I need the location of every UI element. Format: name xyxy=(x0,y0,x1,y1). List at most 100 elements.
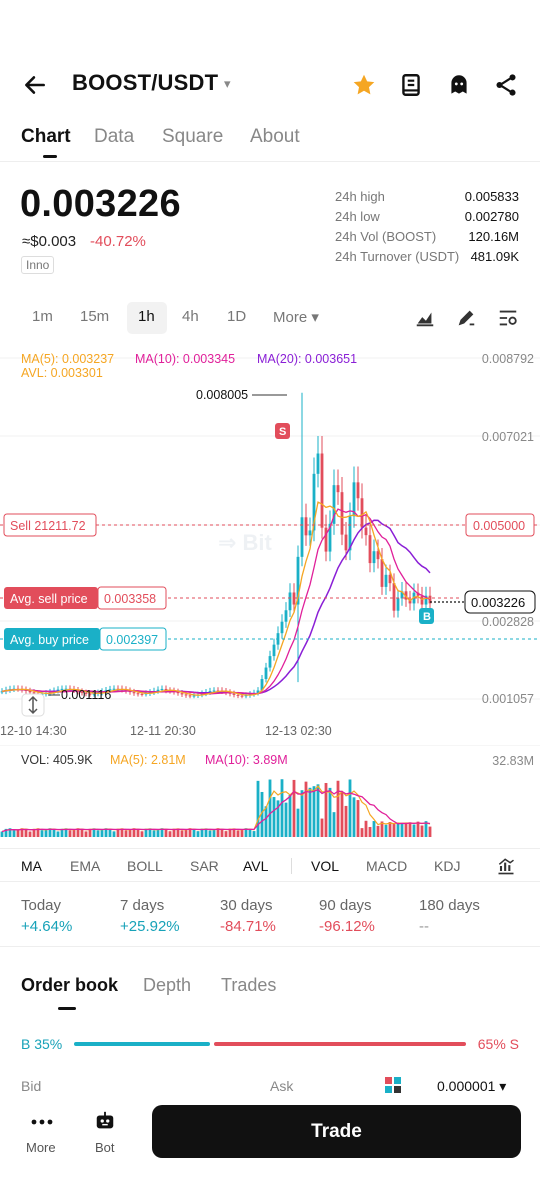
sell-marker[interactable] xyxy=(275,423,290,439)
tab-order-book[interactable]: Order book xyxy=(21,975,119,995)
volume-bar xyxy=(48,828,52,837)
orderbook-layout-icon[interactable] xyxy=(384,1076,402,1094)
volume-bar xyxy=(184,829,188,837)
indicator-boll[interactable]: BOLL xyxy=(127,858,163,874)
volume-bar xyxy=(376,825,380,837)
perf-label-30d: 30 days xyxy=(220,897,273,914)
interval-active-bg xyxy=(127,302,167,334)
chart-settings-icon[interactable] xyxy=(497,307,519,329)
notebook-icon[interactable] xyxy=(398,72,424,98)
indicator-divider xyxy=(291,858,292,874)
interval-15m[interactable]: 15m xyxy=(80,308,110,325)
indicator-vol[interactable]: VOL xyxy=(311,858,340,874)
stat-label-high: 24h high xyxy=(335,189,385,204)
stat-value-turnover: 481.09K xyxy=(470,249,519,264)
precision-select[interactable]: 0.000001 ▾ xyxy=(437,1078,507,1094)
volume-bar xyxy=(396,822,400,837)
volume-bar xyxy=(332,812,336,837)
tab-about[interactable]: About xyxy=(250,126,300,147)
y-tick-4: 0.002828 xyxy=(482,615,534,629)
volume-bar xyxy=(412,824,416,837)
volume-bar xyxy=(84,831,88,837)
stat-label-turnover: 24h Turnover (USDT) xyxy=(335,249,460,264)
volume-bar xyxy=(104,828,108,837)
candle-body xyxy=(308,530,312,536)
buy-marker[interactable] xyxy=(419,608,434,624)
tab-depth[interactable]: Depth xyxy=(143,975,192,995)
candle-body xyxy=(156,689,160,691)
interval-4h[interactable]: 4h xyxy=(182,308,199,325)
candle-body xyxy=(292,592,296,605)
candle-body xyxy=(288,592,292,611)
candle-body xyxy=(244,695,248,697)
indicator-sar[interactable]: SAR xyxy=(190,858,219,874)
trade-button[interactable]: Trade xyxy=(152,1105,521,1158)
volume-bar xyxy=(4,828,8,837)
bot-label[interactable]: Bot xyxy=(95,1140,115,1155)
tab-square[interactable]: Square xyxy=(162,126,224,147)
candle-body xyxy=(304,517,308,536)
sell-order-tag[interactable] xyxy=(3,513,97,537)
share-icon[interactable] xyxy=(493,72,519,98)
x-tick-2: 12-11 20:30 xyxy=(130,724,196,738)
indicator-kdj[interactable]: KDJ xyxy=(434,858,461,874)
candle-body xyxy=(32,692,36,694)
chart-type-icon[interactable] xyxy=(414,307,436,329)
interval-more[interactable]: More ▾ xyxy=(273,309,319,326)
avg-buy-value-tag xyxy=(99,627,167,651)
perf-label-180d: 180 days xyxy=(419,897,480,914)
bid-header: Bid xyxy=(21,1078,42,1094)
drawing-tool-icon[interactable] xyxy=(455,307,477,329)
candle-body xyxy=(332,485,336,524)
volume-bar xyxy=(276,800,280,837)
ghost-icon[interactable] xyxy=(446,72,472,98)
bot-icon[interactable] xyxy=(94,1110,116,1132)
back-arrow-icon[interactable] xyxy=(22,72,48,98)
candle-body xyxy=(364,527,368,536)
candle-body xyxy=(136,693,140,695)
volume-bar xyxy=(372,821,376,837)
candle-body xyxy=(400,591,404,599)
pair-title[interactable]: BOOST/USDT xyxy=(72,70,219,95)
indicator-ema[interactable]: EMA xyxy=(70,858,101,874)
star-icon[interactable] xyxy=(351,72,377,98)
volume-bar xyxy=(60,828,64,837)
perf-value-180d: -- xyxy=(419,918,429,935)
indicator-settings-icon[interactable] xyxy=(496,856,516,876)
volume-chart[interactable]: VOL: 405.9K MA(5): 2.81M MA(10): 3.89M 3… xyxy=(0,745,540,845)
candle-body xyxy=(392,583,396,611)
avg-sell-value-tag xyxy=(97,586,167,610)
tab-chart[interactable]: Chart xyxy=(21,126,71,147)
ma5-legend: MA(5): 0.003237 xyxy=(21,352,114,366)
more-dots-icon[interactable] xyxy=(30,1112,54,1132)
candle-body xyxy=(92,693,96,695)
volume-bar xyxy=(420,825,424,837)
volume-bar xyxy=(152,830,156,837)
volume-bar xyxy=(36,828,40,837)
interval-1d[interactable]: 1D xyxy=(227,308,247,325)
tab-trades[interactable]: Trades xyxy=(221,975,277,995)
volume-bar xyxy=(216,828,220,837)
candle-body xyxy=(312,473,316,531)
stat-value-low: 0.002780 xyxy=(464,209,519,224)
candle-body xyxy=(256,690,260,693)
candle-body xyxy=(28,691,32,693)
interval-1m[interactable]: 1m xyxy=(32,308,53,325)
interval-1h[interactable]: 1h xyxy=(138,308,155,325)
more-label[interactable]: More xyxy=(26,1140,56,1155)
volume-bar xyxy=(252,831,256,837)
volume-bar xyxy=(316,784,320,837)
current-price-tag xyxy=(464,590,536,614)
indicator-ma[interactable]: MA xyxy=(21,858,42,874)
volume-bar xyxy=(196,831,200,837)
price-usd-approx: ≈$0.003 xyxy=(22,233,77,250)
price-chart[interactable]: MA(5): 0.003237 MA(10): 0.003345 MA(20):… xyxy=(0,343,540,743)
volume-bar xyxy=(368,826,372,837)
indicator-avl[interactable]: AVL xyxy=(243,858,269,874)
pair-dropdown-caret[interactable]: ▾ xyxy=(224,76,231,91)
high-label: 0.008005 xyxy=(196,388,248,402)
indicator-macd[interactable]: MACD xyxy=(366,858,408,874)
tab-data[interactable]: Data xyxy=(94,126,135,147)
volume-bar xyxy=(356,800,360,837)
volume-bar xyxy=(380,821,384,837)
